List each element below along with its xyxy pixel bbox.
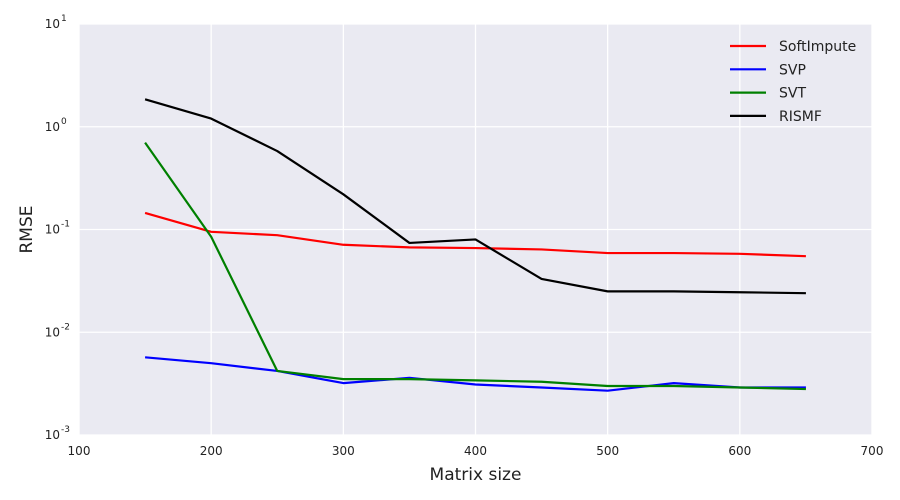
x-tick-label: 400 <box>464 444 487 458</box>
y-tick-label: 10 <box>45 428 60 442</box>
y-tick-exponent: 1 <box>61 14 67 24</box>
legend-label-softimpute: SoftImpute <box>779 39 856 55</box>
series-line-svt <box>144 142 806 391</box>
y-axis-label: RMSE <box>17 205 37 253</box>
series-lines <box>144 98 806 392</box>
x-axis-ticks: 100 200 300 400 500 600 700 <box>68 444 884 458</box>
series-line-rismf <box>144 98 806 295</box>
x-axis-label: Matrix size <box>430 465 522 485</box>
y-tick-exponent: -3 <box>61 425 70 435</box>
x-tick-label: 200 <box>200 444 223 458</box>
x-tick-label: 700 <box>861 444 884 458</box>
x-tick-label: 100 <box>68 444 91 458</box>
series-line-svp <box>144 356 806 392</box>
y-tick-label: 10 <box>45 325 60 339</box>
legend: SoftImpute SVP SVT RISMF <box>730 39 856 125</box>
x-tick-label: 600 <box>728 444 751 458</box>
x-tick-label: 500 <box>596 444 619 458</box>
y-tick-exponent: -1 <box>61 220 70 230</box>
series-line-softimpute <box>144 211 806 258</box>
y-tick-label: 10 <box>45 223 60 237</box>
legend-label-rismf: RISMF <box>779 109 822 125</box>
y-tick-label: 10 <box>45 17 60 31</box>
y-tick-exponent: -2 <box>61 322 70 332</box>
legend-label-svp: SVP <box>779 62 806 78</box>
y-tick-label: 10 <box>45 120 60 134</box>
legend-label-svt: SVT <box>779 86 806 102</box>
y-tick-exponent: 0 <box>61 117 67 127</box>
grid-lines <box>78 23 873 436</box>
x-tick-label: 300 <box>332 444 355 458</box>
